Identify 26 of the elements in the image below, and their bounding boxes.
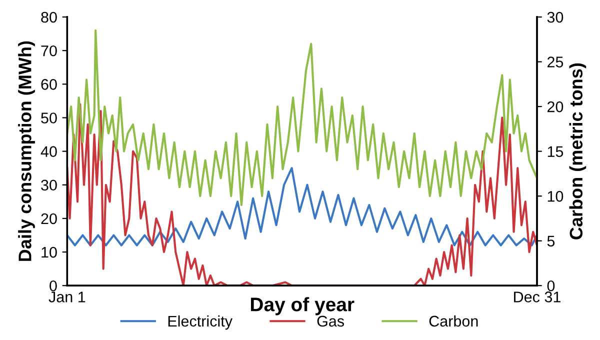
y2-tick-label: 0	[547, 280, 555, 292]
y-tick-label: 50	[41, 112, 57, 124]
y2-tick-label: 30	[547, 12, 564, 23]
line-series	[67, 167, 537, 246]
y2-tick-label: 15	[548, 146, 564, 157]
y-tick-label: 80	[41, 12, 57, 23]
line-series	[67, 29, 537, 206]
y2-tick-label: 10	[548, 190, 564, 202]
y-tick-label: 20	[41, 213, 57, 224]
x-tick-label: Dec 31	[514, 292, 560, 302]
y-tick-label: 0	[50, 280, 57, 292]
y2-tick-label: 25	[547, 56, 564, 68]
y-tick-label: 40	[40, 146, 57, 157]
legend-label: Gas	[317, 316, 344, 327]
y-tick-label: 30	[41, 180, 57, 191]
y-tick-label: 60	[41, 79, 57, 90]
legend-label: Electricity	[168, 315, 232, 330]
y-axis-title: Daily consumption (MWh)	[18, 41, 35, 261]
y2-tick-label: 20	[547, 101, 564, 112]
y2-axis-title: Carbon (metric tons)	[569, 63, 586, 240]
legend-label: Carbon	[429, 315, 478, 327]
y-tick-label: 10	[42, 246, 57, 258]
x-tick-label: Jan 1	[48, 292, 86, 302]
y2-tick-label: 5	[547, 236, 555, 247]
y-tick-label: 70	[41, 45, 57, 56]
x-axis-title: Day of year	[250, 297, 354, 316]
